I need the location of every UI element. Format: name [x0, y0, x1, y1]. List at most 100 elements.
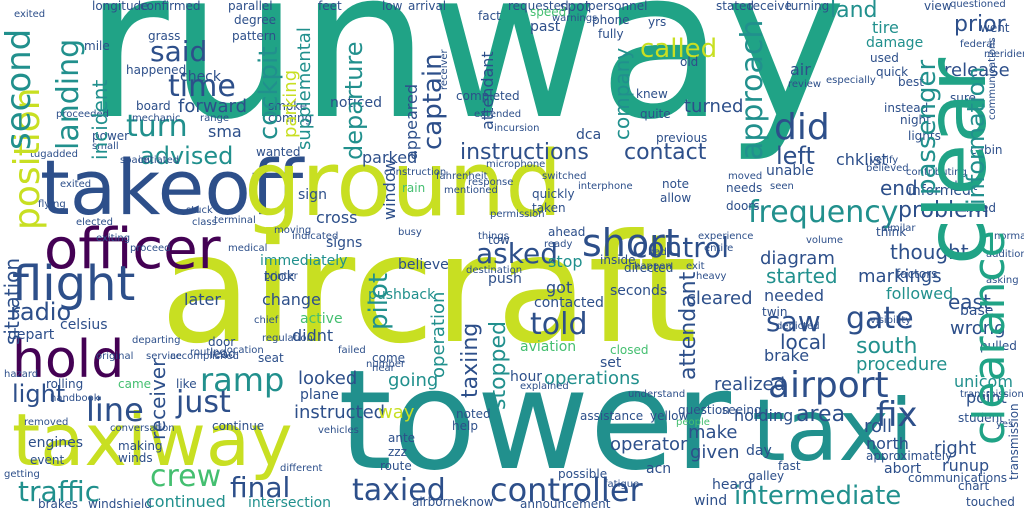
word-routing: routing — [190, 347, 226, 358]
word-operator: operator — [610, 434, 688, 455]
word-smoke: smoke — [268, 99, 308, 113]
word-plane: plane — [300, 387, 339, 403]
word-near: near — [372, 363, 395, 374]
word-quite: quite — [640, 107, 671, 121]
word-acn: acn — [646, 461, 672, 477]
word-frequency: frequency — [748, 195, 899, 230]
word-explained: explained — [520, 381, 569, 392]
word-used: used — [870, 51, 899, 65]
word-flying: flying — [38, 199, 66, 210]
word-pattern: pattern — [232, 29, 277, 43]
word-longitude: longitude — [92, 0, 149, 13]
word-controller: controller — [490, 471, 643, 509]
word-base: base — [960, 303, 994, 319]
word-officer: officer — [44, 217, 221, 282]
word-air: air — [790, 60, 811, 79]
word-east: east — [948, 290, 991, 314]
word-airborne: airborne — [412, 495, 463, 509]
word-prior: prior — [954, 12, 1006, 37]
word-rolling: rolling — [46, 377, 84, 391]
word-chklist: chklist — [836, 150, 888, 169]
word-receiver: receiver — [146, 358, 170, 440]
word-construction: construction — [384, 167, 447, 178]
word-parked: parked — [362, 148, 418, 167]
word-started: started — [766, 264, 838, 288]
word-class: class — [192, 217, 217, 228]
word-transmission: transmission — [1007, 403, 1021, 480]
word-elected: elected — [76, 217, 114, 228]
word-stop: stop — [548, 252, 583, 271]
word-company: company — [610, 47, 634, 140]
word-seen: seen — [770, 181, 794, 192]
word-asked: asked — [476, 237, 558, 270]
word-second: second — [0, 28, 39, 150]
word-got: got — [546, 278, 573, 297]
word-turned: turned — [684, 96, 744, 117]
word-tire: tire — [872, 18, 899, 37]
word-medical: medical — [228, 243, 268, 254]
word-local: local — [780, 330, 827, 354]
word-active: active — [300, 311, 343, 327]
word-permission: permission — [490, 209, 545, 220]
word-area: area — [796, 402, 846, 427]
word-noted: noted — [456, 407, 491, 421]
word-past: past — [530, 19, 561, 35]
word-passenger: passenger — [912, 59, 942, 195]
word-announcement: announcement — [520, 497, 611, 511]
word-view: view — [924, 0, 952, 13]
word-vehicles: vehicles — [318, 425, 359, 436]
word-microphone: microphone — [486, 159, 546, 170]
word-didnt: didnt — [292, 326, 334, 345]
word-unicom: unicom — [954, 372, 1013, 391]
word-doors: doors — [726, 199, 760, 213]
word-especially: especially — [826, 75, 876, 86]
word-landing: landing — [51, 38, 86, 150]
word-came: came — [118, 377, 152, 391]
word-supplemental: supplemental — [294, 27, 315, 150]
word-continued: continued — [146, 492, 226, 511]
word-going: going — [388, 370, 439, 391]
word-aviation: aviation — [520, 339, 577, 355]
word-push: push — [488, 271, 522, 287]
word-noticed: noticed — [330, 95, 383, 111]
word-immediately: immediately — [260, 253, 348, 269]
word-turning: turning — [786, 0, 830, 13]
word-saw: saw — [766, 305, 821, 338]
word-pushback: pushback — [368, 287, 436, 303]
word-later: later — [184, 290, 221, 309]
word-seat: seat — [258, 351, 284, 365]
word-question: question — [678, 403, 730, 417]
word-instead: instead — [884, 101, 929, 115]
word-mile: mile — [84, 39, 110, 53]
word-contact: contact — [624, 140, 707, 165]
word-galley: galley — [748, 469, 785, 483]
word-seeing: seeing — [722, 403, 762, 417]
word-left: left — [776, 142, 815, 170]
word-removed: removed — [24, 417, 69, 428]
word-stated: stated — [716, 0, 755, 13]
word-fatigue: fatigue — [604, 479, 640, 490]
word-happened: happened — [126, 63, 187, 77]
word-fast: fast — [778, 459, 801, 473]
word-phone: phone — [592, 13, 630, 27]
word-north: north — [866, 434, 909, 453]
word-exiting: exiting — [96, 233, 131, 244]
word-feet: feet — [318, 0, 342, 13]
word-receive: receive — [748, 0, 792, 13]
word-asking: asking — [986, 275, 1019, 286]
word-chief: chief — [254, 315, 279, 326]
word-old: old — [680, 55, 699, 69]
word-need: need — [966, 201, 996, 215]
word-ready: ready — [544, 239, 573, 250]
word-crew: crew — [150, 459, 222, 494]
word-federal: federal — [960, 39, 996, 50]
word-review: review — [788, 79, 822, 90]
word-indicated: indicated — [292, 231, 339, 242]
word-speed: speed — [530, 5, 567, 19]
word-small: small — [92, 141, 119, 152]
word-takeoff: takeoff — [40, 143, 304, 232]
word-situation: situation — [0, 257, 24, 345]
word-lead: lead — [210, 347, 236, 361]
word-signs: signs — [326, 235, 363, 251]
word-light: light — [12, 380, 66, 408]
